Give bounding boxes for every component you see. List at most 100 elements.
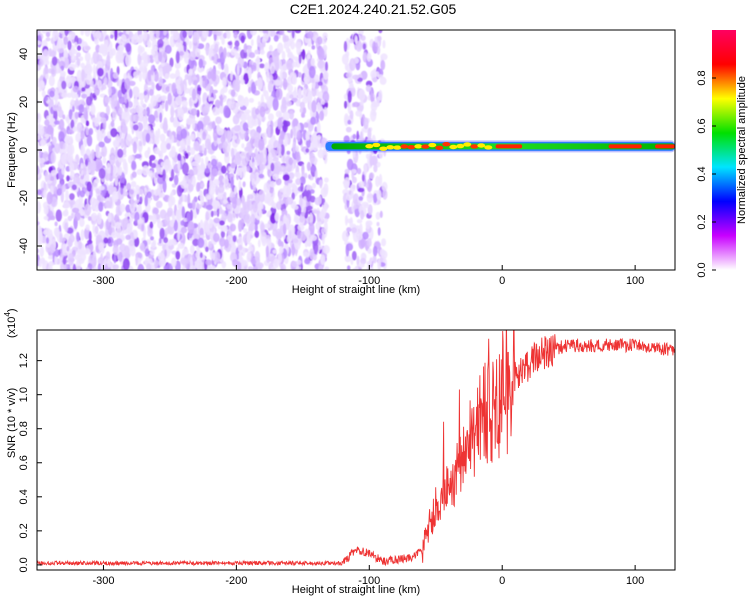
colorbar-ticks: 0.0 0.2 0.4 0.6 0.8 — [696, 70, 716, 278]
noise-speckle — [111, 191, 119, 203]
noise-speckle — [238, 219, 243, 232]
noise-speckle — [71, 49, 78, 55]
noise-speckle — [150, 58, 154, 64]
noise-speckle — [211, 74, 217, 82]
noise-speckle — [351, 250, 357, 261]
noise-speckle — [287, 30, 292, 33]
noise-speckle — [60, 153, 68, 165]
noise-speckle — [193, 167, 198, 176]
noise-speckle — [86, 171, 90, 182]
noise-speckle — [60, 262, 67, 270]
noise-speckle — [322, 245, 330, 254]
noise-speckle — [221, 261, 227, 269]
noise-speckle — [110, 128, 118, 138]
noise-speckle — [193, 140, 200, 151]
noise-speckle — [216, 127, 224, 136]
noise-speckle — [366, 260, 372, 266]
noise-speckle — [54, 255, 58, 265]
noise-speckle — [80, 144, 86, 157]
noise-speckle — [226, 203, 232, 210]
noise-speckle — [132, 124, 139, 131]
noise-speckle — [175, 250, 181, 260]
noise-speckle — [98, 201, 104, 212]
noise-speckle — [181, 265, 185, 270]
noise-speckle — [123, 252, 131, 259]
noise-speckle — [310, 235, 317, 241]
noise-speckle — [137, 45, 143, 55]
noise-speckle — [357, 187, 365, 193]
noise-speckle — [306, 138, 311, 148]
colorbar-tick-label: 0.4 — [696, 166, 708, 181]
noise-speckle — [227, 130, 231, 144]
noise-speckle — [323, 218, 329, 223]
noise-speckle — [68, 199, 76, 206]
noise-speckle — [37, 135, 41, 141]
spectrogram-x-tick-label: -300 — [92, 275, 114, 287]
noise-speckle — [102, 156, 107, 164]
snr-series-line — [37, 330, 675, 567]
noise-speckle — [92, 64, 96, 76]
noise-speckle — [259, 106, 266, 118]
noise-speckle — [322, 32, 328, 39]
noise-speckle — [293, 238, 299, 244]
noise-speckle — [193, 31, 198, 44]
noise-speckle — [68, 31, 76, 40]
noise-speckle — [286, 59, 293, 71]
noise-speckle — [301, 211, 306, 217]
noise-speckle — [135, 105, 143, 114]
noise-speckle — [214, 43, 219, 54]
noise-speckle — [170, 168, 175, 181]
noise-speckle — [84, 203, 92, 216]
noise-speckle — [164, 212, 170, 226]
noise-speckle — [254, 230, 260, 238]
noise-speckle — [264, 223, 271, 229]
spectrogram-x-tick-label: -100 — [358, 275, 380, 287]
noise-speckle — [212, 252, 216, 261]
noise-speckle — [230, 89, 236, 97]
noise-speckle — [176, 184, 183, 197]
noise-speckle — [211, 158, 218, 167]
noise-speckle — [357, 167, 362, 175]
noise-speckle — [267, 124, 271, 138]
noise-speckle — [188, 74, 192, 86]
noise-speckle — [85, 267, 90, 270]
noise-speckle — [240, 79, 245, 85]
noise-speckle — [213, 80, 218, 87]
noise-speckle — [292, 118, 299, 128]
noise-speckle — [266, 70, 270, 83]
noise-speckle — [148, 170, 154, 177]
noise-speckle — [250, 257, 257, 265]
noise-speckle — [94, 225, 99, 234]
noise-speckle — [203, 115, 210, 126]
noise-speckle — [282, 174, 290, 181]
noise-speckle — [306, 205, 313, 211]
signal-blob — [449, 144, 458, 150]
noise-speckle — [318, 265, 324, 270]
noise-speckle — [98, 168, 106, 179]
noise-speckle — [114, 30, 118, 41]
noise-speckle — [216, 161, 223, 171]
noise-speckle — [111, 108, 117, 121]
noise-speckle — [236, 138, 240, 145]
noise-speckle — [292, 141, 297, 154]
noise-speckle — [131, 34, 139, 45]
noise-speckle — [80, 229, 85, 241]
noise-speckle — [310, 57, 315, 67]
noise-speckle — [244, 146, 252, 152]
noise-speckle — [381, 238, 387, 247]
noise-speckle — [110, 34, 114, 39]
noise-speckle — [242, 122, 249, 132]
noise-speckle — [69, 193, 75, 201]
noise-speckle — [356, 233, 363, 241]
noise-speckle — [138, 117, 144, 122]
noise-speckle — [372, 245, 378, 257]
noise-speckle — [241, 196, 246, 207]
noise-speckle — [304, 258, 311, 265]
noise-speckle — [81, 93, 88, 99]
noise-speckle — [215, 116, 222, 125]
noise-speckle — [362, 52, 367, 61]
noise-speckle — [360, 35, 366, 41]
signal-blob — [414, 144, 423, 149]
noise-speckle — [296, 130, 301, 143]
noise-speckle — [382, 39, 386, 49]
